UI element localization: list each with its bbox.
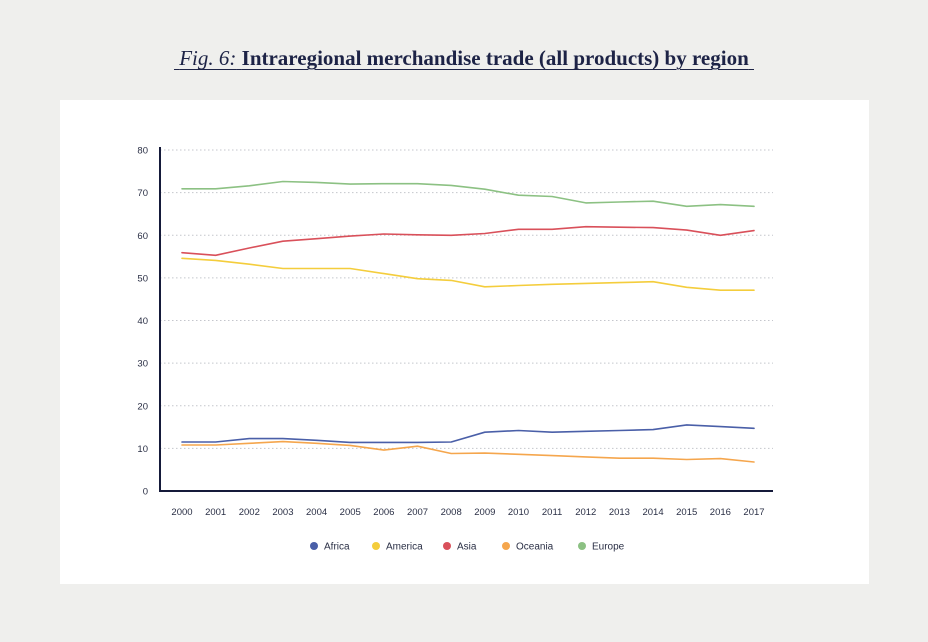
x-tick-label: 2005 (340, 507, 361, 518)
x-tick-label: 2003 (272, 507, 293, 518)
figure-caption: Intraregional merchandise trade (all pro… (241, 46, 749, 70)
legend-item-europe: Europe (578, 542, 625, 553)
x-tick-label: 2012 (575, 507, 596, 518)
legend-swatch (372, 542, 380, 550)
x-tick-label: 2001 (205, 507, 226, 518)
x-tick-label: 2008 (441, 507, 462, 518)
x-axis-ticks: 2000 2001 2002 2003 2004 2005 2006 2007 2008 2009… (171, 507, 764, 518)
series-line-europe (181, 180, 755, 208)
chart-card: 0 10 20 30 40 50 60 70 80 2000 2001 2002 2003 2004 20… (60, 100, 869, 584)
x-tick-label: 2004 (306, 507, 327, 518)
x-tick-label: 2009 (474, 507, 495, 518)
x-tick-label: 2016 (710, 507, 731, 518)
y-tick-label: 40 (137, 316, 148, 327)
y-tick-label: 60 (137, 231, 148, 242)
y-tick-label: 10 (137, 444, 148, 455)
x-tick-label: 2007 (407, 507, 428, 518)
x-tick-label: 2010 (508, 507, 529, 518)
x-tick-label: 2013 (609, 507, 630, 518)
x-tick-label: 2000 (171, 507, 192, 518)
series-line-africa (181, 424, 755, 444)
legend-label: Asia (457, 542, 477, 553)
x-tick-label: 2017 (743, 507, 764, 518)
gridlines (160, 149, 773, 449)
legend-label: America (386, 542, 423, 553)
y-axis-ticks: 0 10 20 30 40 50 60 70 80 (137, 146, 148, 498)
x-tick-label: 2015 (676, 507, 697, 518)
y-tick-label: 70 (137, 188, 148, 199)
legend-label: Europe (592, 542, 625, 553)
axes (159, 147, 773, 492)
figure-number: Fig. 6: (179, 46, 237, 70)
legend-label: Africa (324, 542, 350, 553)
series-line-asia (181, 225, 755, 257)
y-tick-label: 0 (143, 487, 148, 498)
series-line-oceania (181, 440, 755, 463)
series-lines (181, 180, 755, 463)
chart-title: Fig. 6: Intraregional merchandise trade … (0, 46, 928, 71)
y-tick-label: 80 (137, 146, 148, 157)
y-tick-label: 20 (137, 401, 148, 412)
legend-swatch (310, 542, 318, 550)
x-tick-label: 2006 (373, 507, 394, 518)
x-tick-label: 2014 (642, 507, 663, 518)
legend-label: Oceania (516, 542, 554, 553)
x-tick-label: 2002 (239, 507, 260, 518)
legend-item-africa: Africa (310, 542, 350, 553)
legend-item-oceania: Oceania (502, 542, 554, 553)
legend-swatch (502, 542, 510, 550)
x-tick-label: 2011 (542, 507, 562, 518)
legend-item-america: America (372, 542, 423, 553)
legend: Africa America Asia Oceania Europe (310, 542, 625, 553)
y-tick-label: 50 (137, 273, 148, 284)
legend-item-asia: Asia (443, 542, 477, 553)
y-tick-label: 30 (137, 359, 148, 370)
chart-title-text: Fig. 6: Intraregional merchandise trade … (174, 46, 754, 70)
legend-swatch (578, 542, 586, 550)
legend-swatch (443, 542, 451, 550)
series-line-america (181, 257, 755, 291)
